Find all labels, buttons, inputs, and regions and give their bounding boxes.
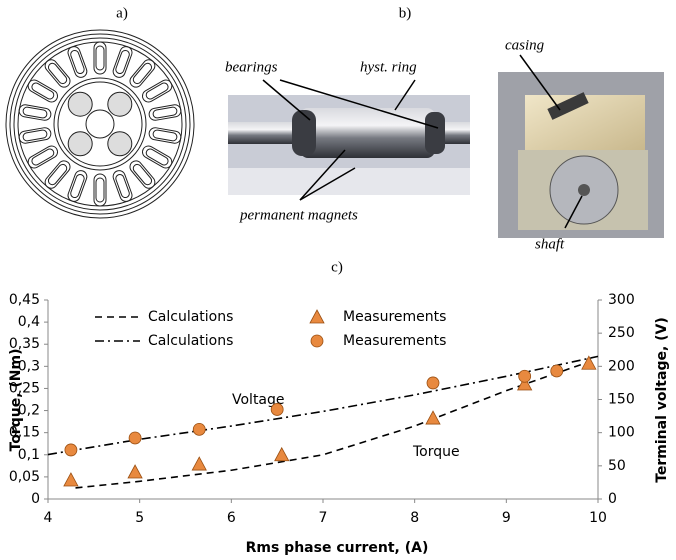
- photo-label: shaft: [535, 236, 565, 252]
- x-tick-label: 10: [589, 510, 607, 526]
- figure: a) b) c) bearings hyst. ring permanent m…: [0, 0, 676, 560]
- slot: [128, 158, 158, 190]
- rotor-magnet: [68, 92, 92, 116]
- slot: [26, 78, 60, 104]
- marker-triangle: [426, 411, 440, 424]
- slot: [115, 173, 131, 198]
- x-tick-label: 4: [44, 510, 53, 526]
- stator-slot: [43, 57, 73, 89]
- slot: [111, 169, 133, 203]
- stator-slot: [94, 42, 106, 74]
- stator-slot: [26, 144, 60, 170]
- y2-tick-label: 0: [608, 491, 617, 507]
- stator-slot: [18, 127, 52, 144]
- stator-slot: [111, 45, 133, 79]
- x-tick-label: 6: [227, 510, 236, 526]
- slot: [140, 144, 174, 170]
- stator-slot: [128, 57, 158, 89]
- stator-slot: [66, 45, 88, 79]
- y-tick-label: 0,45: [9, 292, 40, 308]
- machine-photo: [498, 72, 664, 238]
- y2-tick-label: 50: [608, 458, 626, 474]
- y2-tick-label: 100: [608, 425, 635, 441]
- marker-circle: [551, 365, 563, 377]
- y-tick-label: 0,2: [18, 403, 40, 419]
- marker-circle: [427, 377, 439, 389]
- slot: [115, 49, 131, 74]
- slot: [140, 78, 174, 104]
- stator-slot: [18, 104, 52, 121]
- motor-cross-section: [6, 30, 194, 218]
- y-tick-label: 0: [31, 491, 40, 507]
- marker-triangle: [128, 465, 142, 478]
- marker-triangle: [582, 356, 596, 369]
- slot: [128, 57, 158, 89]
- stator-slot: [148, 127, 182, 144]
- x-tick-label: 8: [410, 510, 419, 526]
- photo-label: permanent magnets: [239, 207, 358, 223]
- slot: [70, 173, 86, 198]
- panel-label: b): [399, 5, 412, 21]
- stator-slot: [140, 78, 174, 104]
- legend-label: Calculations: [148, 333, 233, 349]
- slot: [43, 158, 73, 190]
- annotation: Torque: [412, 444, 460, 460]
- legend-label: Measurements: [343, 309, 446, 325]
- rotor-magnet: [108, 92, 132, 116]
- y2-tick-label: 300: [608, 292, 635, 308]
- legend-swatch: [311, 335, 323, 347]
- y-tick-label: 0,3: [18, 358, 40, 374]
- stator-slot: [128, 158, 158, 190]
- y-tick-label: 0,25: [9, 380, 40, 396]
- line: [76, 362, 589, 488]
- x-tick-label: 7: [319, 510, 328, 526]
- photo-label: bearings: [225, 59, 278, 75]
- marker-circle: [129, 432, 141, 444]
- legend-label: Calculations: [148, 309, 233, 325]
- y2-tick-label: 200: [608, 358, 635, 374]
- y-tick-label: 0,15: [9, 425, 40, 441]
- marker-triangle: [64, 473, 78, 486]
- y-tick-label: 0,1: [18, 447, 40, 463]
- panel-label: a): [116, 5, 128, 21]
- stator-slot: [148, 104, 182, 121]
- slot: [96, 178, 104, 202]
- y2-axis-title: Terminal voltage, (V): [654, 317, 670, 483]
- photo-label: casing: [505, 37, 545, 53]
- stator-slot: [26, 78, 60, 104]
- x-tick-label: 5: [135, 510, 144, 526]
- marker-circle: [65, 444, 77, 456]
- stator-slot: [140, 144, 174, 170]
- marker-triangle: [275, 448, 289, 461]
- rotor-magnet: [68, 132, 92, 156]
- y-tick-label: 0,35: [9, 336, 40, 352]
- marker-circle: [519, 370, 531, 382]
- marker-triangle: [192, 457, 206, 470]
- stator-slot: [66, 169, 88, 203]
- rotor-photo: [228, 95, 470, 195]
- y2-tick-label: 250: [608, 325, 635, 341]
- stator-slot: [43, 158, 73, 190]
- slot: [66, 45, 88, 79]
- marker-circle: [271, 403, 283, 415]
- panel-label: c): [331, 259, 343, 275]
- photo-label: hyst. ring: [360, 59, 417, 75]
- stator-slot: [94, 174, 106, 206]
- x-axis-title: Rms phase current, (A): [246, 540, 429, 556]
- marker-circle: [193, 423, 205, 435]
- slot: [26, 144, 60, 170]
- legend-label: Measurements: [343, 333, 446, 349]
- slot: [96, 46, 104, 70]
- stator-slot: [111, 169, 133, 203]
- y-tick-label: 0,05: [9, 469, 40, 485]
- rotor-magnet: [108, 132, 132, 156]
- slot: [70, 49, 86, 74]
- y2-tick-label: 150: [608, 392, 635, 408]
- legend-swatch: [310, 310, 324, 323]
- slot: [66, 169, 88, 203]
- slot: [43, 57, 73, 89]
- y-tick-label: 0,4: [18, 314, 40, 330]
- x-tick-label: 9: [502, 510, 511, 526]
- slot: [111, 45, 133, 79]
